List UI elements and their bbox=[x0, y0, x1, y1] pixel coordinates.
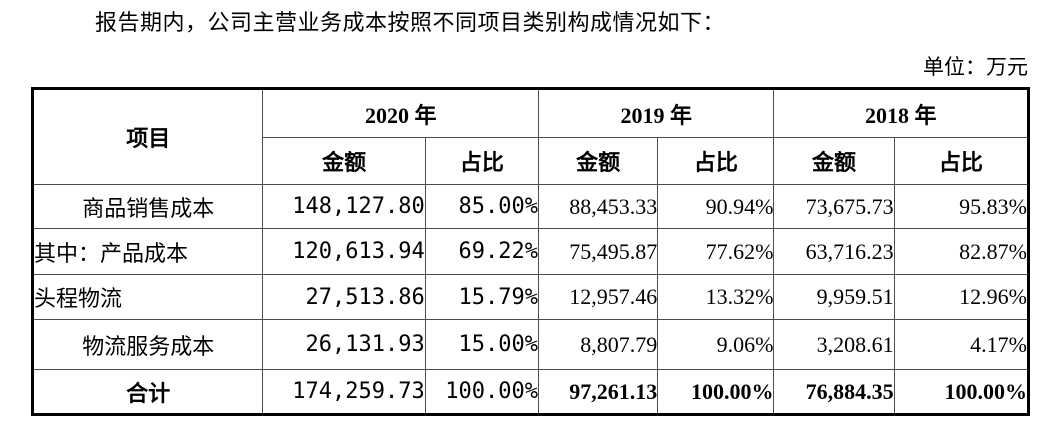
table-row-first-leg-logistics: 头程物流 27,513.86 15.79% 12,957.46 13.32% 9… bbox=[31, 274, 1030, 320]
header-amount-2019: 金额 bbox=[537, 137, 659, 185]
amount-2018: 76,884.35 bbox=[773, 369, 895, 415]
header-ratio-2020: 占比 bbox=[424, 137, 539, 185]
amount-2019: 75,495.87 bbox=[537, 228, 659, 275]
row-label: 头程物流 bbox=[31, 274, 264, 320]
amount-2019: 97,261.13 bbox=[537, 369, 659, 415]
amount-2020: 148,127.80 bbox=[262, 184, 426, 229]
ratio-2019: 90.94% bbox=[657, 184, 775, 229]
document-page: 报告期内，公司主营业务成本按照不同项目类别构成情况如下： 单位：万元 项目 20… bbox=[31, 8, 1030, 416]
ratio-2020: 85.00% bbox=[424, 184, 539, 229]
ratio-2018: 95.83% bbox=[893, 184, 1030, 229]
ratio-2020: 100.00% bbox=[424, 369, 539, 415]
table-row-logistics-service-cost: 物流服务成本 26,131.93 15.00% 8,807.79 9.06% 3… bbox=[31, 319, 1030, 370]
amount-2020: 120,613.94 bbox=[262, 228, 426, 275]
ratio-2018: 100.00% bbox=[893, 369, 1030, 415]
table-row-total: 合计 174,259.73 100.00% 97,261.13 100.00% … bbox=[31, 369, 1030, 415]
ratio-2020: 15.79% bbox=[424, 274, 539, 320]
amount-2019: 88,453.33 bbox=[537, 184, 659, 229]
cost-composition-table: 项目 2020 年 2019 年 2018 年 金额 占比 金额 占比 金额 占… bbox=[31, 87, 1030, 416]
ratio-2018: 4.17% bbox=[893, 319, 1030, 370]
header-item: 项目 bbox=[31, 88, 264, 185]
row-label: 其中：产品成本 bbox=[31, 228, 264, 275]
amount-2020: 26,131.93 bbox=[262, 319, 426, 370]
header-ratio-2018: 占比 bbox=[893, 137, 1030, 185]
header-amount-2018: 金额 bbox=[773, 137, 895, 185]
row-label: 物流服务成本 bbox=[31, 319, 264, 370]
ratio-2019: 9.06% bbox=[657, 319, 775, 370]
intro-paragraph: 报告期内，公司主营业务成本按照不同项目类别构成情况如下： bbox=[95, 10, 726, 35]
ratio-2019: 13.32% bbox=[657, 274, 775, 320]
ratio-2018: 12.96% bbox=[893, 274, 1030, 320]
table-row-goods-cost: 商品销售成本 148,127.80 85.00% 88,453.33 90.94… bbox=[31, 184, 1030, 229]
table-row-product-cost: 其中：产品成本 120,613.94 69.22% 75,495.87 77.6… bbox=[31, 228, 1030, 275]
unit-label: 单位：万元 bbox=[923, 55, 1028, 79]
header-amount-2020: 金额 bbox=[262, 137, 426, 185]
amount-2019: 12,957.46 bbox=[537, 274, 659, 320]
amount-2020: 174,259.73 bbox=[262, 369, 426, 415]
ratio-2020: 69.22% bbox=[424, 228, 539, 275]
amount-2018: 73,675.73 bbox=[773, 184, 895, 229]
row-label: 商品销售成本 bbox=[31, 184, 264, 229]
amount-2018: 63,716.23 bbox=[773, 228, 895, 275]
amount-2019: 8,807.79 bbox=[537, 319, 659, 370]
ratio-2020: 15.00% bbox=[424, 319, 539, 370]
amount-2018: 3,208.61 bbox=[773, 319, 895, 370]
ratio-2019: 100.00% bbox=[657, 369, 775, 415]
amount-2020: 27,513.86 bbox=[262, 274, 426, 320]
header-ratio-2019: 占比 bbox=[657, 137, 775, 185]
amount-2018: 9,959.51 bbox=[773, 274, 895, 320]
header-year-2019: 2019 年 bbox=[537, 88, 775, 138]
ratio-2019: 77.62% bbox=[657, 228, 775, 275]
row-label: 合计 bbox=[31, 369, 264, 415]
header-row-years: 项目 2020 年 2019 年 2018 年 bbox=[31, 88, 1029, 185]
ratio-2018: 82.87% bbox=[893, 228, 1030, 275]
header-year-2018: 2018 年 bbox=[773, 88, 1029, 138]
header-year-2020: 2020 年 bbox=[262, 88, 539, 138]
